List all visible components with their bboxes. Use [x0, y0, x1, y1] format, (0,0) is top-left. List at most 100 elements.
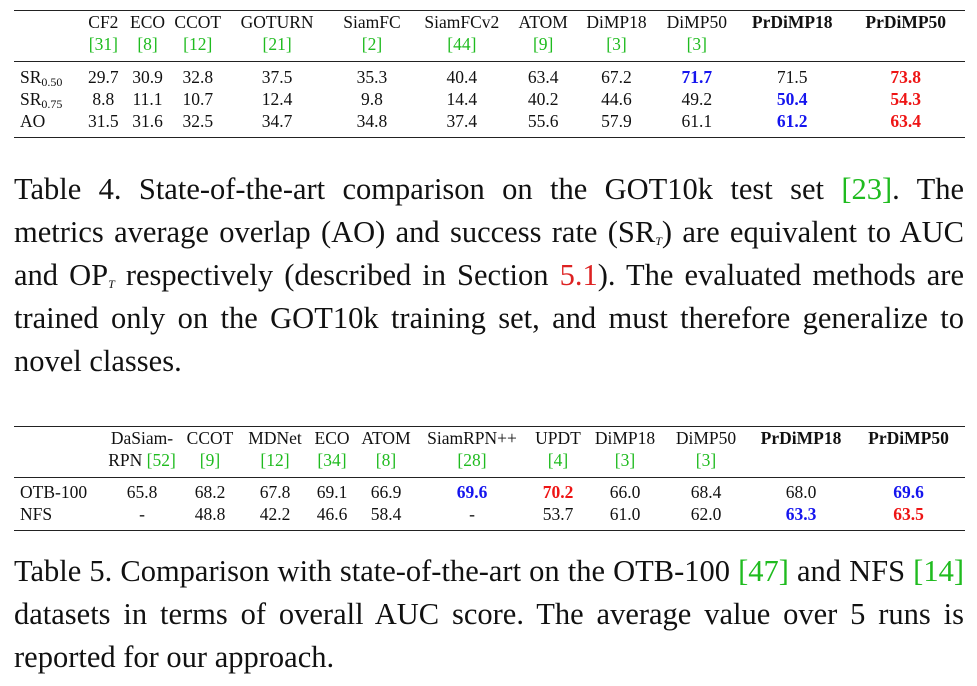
- table-4: CF2 ECO CCOT GOTURN SiamFC SiamFCv2 ATOM DiMP18…: [14, 10, 965, 138]
- table-bottom-rule: [14, 530, 965, 531]
- citation-link[interactable]: [47]: [738, 554, 789, 588]
- column-header: DiMP18: [586, 12, 647, 32]
- column-citation[interactable]: [44]: [447, 34, 477, 54]
- caption-text: and NFS: [788, 554, 914, 588]
- column-header-second-line: [852, 449, 965, 471]
- column-citation[interactable]: [4]: [547, 450, 569, 470]
- caption-text: Table 4. State-of-the-art comparison on …: [14, 172, 842, 206]
- column-header-second-line: [3]: [588, 449, 662, 471]
- table-cell: 30.9: [132, 67, 163, 87]
- row-label: OTB-100: [20, 482, 88, 502]
- table-cell: 37.5: [261, 67, 293, 87]
- corner-cell: [14, 427, 106, 449]
- column-header: PrDiMP50: [865, 12, 947, 32]
- column-citation[interactable]: [9]: [199, 450, 221, 470]
- column-citation[interactable]: [3]: [695, 450, 717, 470]
- table-cell: 31.6: [132, 111, 163, 131]
- table-cell: 68.0: [785, 482, 817, 502]
- table-cell: -: [469, 504, 475, 524]
- table-cell: 61.2: [776, 111, 808, 131]
- column-header: MDNet: [248, 428, 302, 448]
- caption-text: Table 5. Comparison with state-of-the-ar…: [14, 554, 739, 588]
- row-label-text: AO: [20, 111, 46, 131]
- row-label: NFS: [20, 504, 53, 524]
- column-citation[interactable]: [846, 33, 965, 55]
- column-citation[interactable]: [21]: [262, 34, 292, 54]
- column-citation[interactable]: [8]: [375, 450, 397, 470]
- column-header: DiMP18: [594, 428, 656, 448]
- column-citation[interactable]: [3]: [606, 34, 627, 54]
- table-4-caption: Table 4. State-of-the-art comparison on …: [14, 168, 964, 383]
- table-row: SR0.50 29.7 30.9 32.8 37.5 35.3 40.4 63.4 67.2 71…: [14, 66, 965, 88]
- table-bottom-rule: [14, 137, 965, 138]
- table-cell: 34.8: [356, 111, 388, 131]
- corner-cell: [14, 449, 106, 471]
- caption-text: . The metrics average overlap (AO) and s…: [14, 172, 964, 249]
- table-5: DaSiam- CCOT MDNet ECO ATOM SiamRPN++ UPDT DiMP…: [14, 426, 965, 531]
- column-citation[interactable]: [28]: [457, 450, 487, 470]
- column-header-second-line: [4]: [528, 449, 588, 471]
- column-header-second-line: [12]: [242, 449, 308, 471]
- citation-link[interactable]: [14]: [913, 554, 964, 588]
- column-citation[interactable]: [12]: [183, 34, 213, 54]
- column-citation[interactable]: [34]: [317, 450, 347, 470]
- table-cell: 66.9: [370, 482, 402, 502]
- table-mid-rule: [14, 477, 965, 478]
- table-cell: 71.5: [776, 67, 808, 87]
- column-header-second-line: RPN [52]: [106, 449, 178, 471]
- column-header: ATOM: [518, 12, 568, 32]
- column-citation[interactable]: [52]: [146, 450, 176, 470]
- table-cell: 57.9: [601, 111, 632, 131]
- header-ref-row: RPN [52] [9] [12] [34] [8] [28] [4] [3] [3]: [14, 449, 965, 471]
- table-5-body: OTB-100 65.8 68.2 67.8 69.1 66.9 69.6 70.2 66.0 6…: [14, 481, 965, 525]
- table-cell: 58.4: [370, 504, 402, 524]
- row-label: SR0.50: [14, 66, 82, 88]
- column-header-second-line: [3]: [662, 449, 750, 471]
- row-label-text: SR: [20, 67, 42, 87]
- column-citation[interactable]: [2]: [361, 34, 383, 54]
- column-citation[interactable]: [9]: [532, 34, 554, 54]
- table-cell: 35.3: [356, 67, 388, 87]
- column-header-second-line: [8]: [356, 449, 416, 471]
- column-citation[interactable]: [3]: [686, 34, 708, 54]
- table-cell: 66.0: [609, 482, 641, 502]
- table-cell: 63.3: [785, 504, 817, 524]
- table-row: SR0.75 8.8 11.1 10.7 12.4 9.8 14.4 40.2 44.6 49.2…: [14, 88, 965, 110]
- table-cell: 11.1: [132, 89, 163, 109]
- column-citation[interactable]: [12]: [260, 450, 290, 470]
- table-cell: 63.4: [890, 111, 922, 131]
- table-cell: 50.4: [776, 89, 808, 109]
- corner-cell: [14, 11, 82, 33]
- column-citation[interactable]: [738, 33, 846, 55]
- column-citation[interactable]: [31]: [88, 34, 118, 54]
- column-header-second-line: [34]: [308, 449, 356, 471]
- row-label-subscript: 0.50: [41, 75, 63, 89]
- table-cell: 54.3: [890, 89, 922, 109]
- table-cell: 34.7: [261, 111, 293, 131]
- column-header-continuation: RPN: [108, 450, 143, 470]
- row-label: SR0.75: [14, 88, 82, 110]
- column-header: SiamFCv2: [424, 12, 500, 32]
- table-cell: 14.4: [446, 89, 478, 109]
- section-link[interactable]: 5.1: [559, 258, 598, 292]
- table-cell: 69.6: [893, 482, 924, 502]
- column-header: DiMP50: [666, 12, 727, 32]
- table-cell: 49.2: [681, 89, 713, 109]
- table-cell: 63.5: [893, 504, 924, 524]
- column-header: ECO: [130, 12, 166, 32]
- caption-text: respectively (described in Section: [114, 258, 560, 292]
- column-citation[interactable]: [3]: [614, 450, 636, 470]
- table-cell: 44.6: [601, 89, 632, 109]
- table-cell: 71.7: [681, 67, 713, 87]
- column-citation[interactable]: [8]: [137, 34, 158, 54]
- table-row: OTB-100 65.8 68.2 67.8 69.1 66.9 69.6 70.2 66.0 6…: [14, 481, 965, 503]
- corner-cell: [14, 33, 82, 55]
- table-top-rule: [14, 10, 965, 11]
- table-5-grid: DaSiam- CCOT MDNet ECO ATOM SiamRPN++ UPDT DiMP…: [14, 427, 965, 471]
- column-header: PrDiMP50: [868, 428, 949, 448]
- table-cell: 67.8: [259, 482, 291, 502]
- citation-link[interactable]: [23]: [841, 172, 893, 206]
- column-header-second-line: [28]: [416, 449, 528, 471]
- column-header: DaSiam-: [110, 428, 174, 448]
- column-header: SiamFC: [343, 12, 401, 32]
